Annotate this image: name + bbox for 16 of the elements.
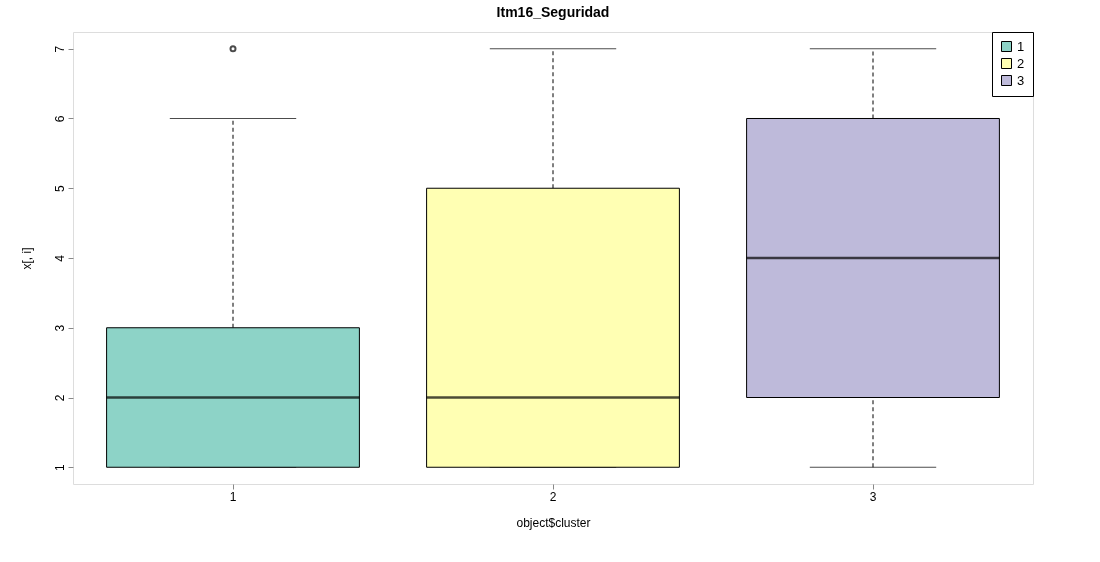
y-tick-label: 6 bbox=[52, 115, 67, 123]
y-tick-label: 3 bbox=[52, 324, 67, 332]
y-tick-label: 7 bbox=[52, 45, 67, 53]
legend-label: 2 bbox=[1017, 55, 1025, 71]
y-axis-title: x[, i] bbox=[19, 247, 34, 270]
y-tick-label: 4 bbox=[52, 254, 67, 262]
legend-label: 1 bbox=[1017, 38, 1025, 54]
x-tick-label: 1 bbox=[229, 489, 237, 504]
y-tick-label: 2 bbox=[52, 394, 67, 402]
legend-label: 3 bbox=[1017, 72, 1025, 88]
x-axis-title: object$cluster bbox=[516, 515, 591, 530]
y-tick-label: 1 bbox=[52, 464, 67, 472]
y-tick-label: 5 bbox=[52, 185, 67, 193]
chart-title: Itm16_Seguridad bbox=[496, 3, 610, 20]
x-tick-label: 3 bbox=[869, 489, 877, 504]
x-tick-label: 2 bbox=[549, 489, 557, 504]
